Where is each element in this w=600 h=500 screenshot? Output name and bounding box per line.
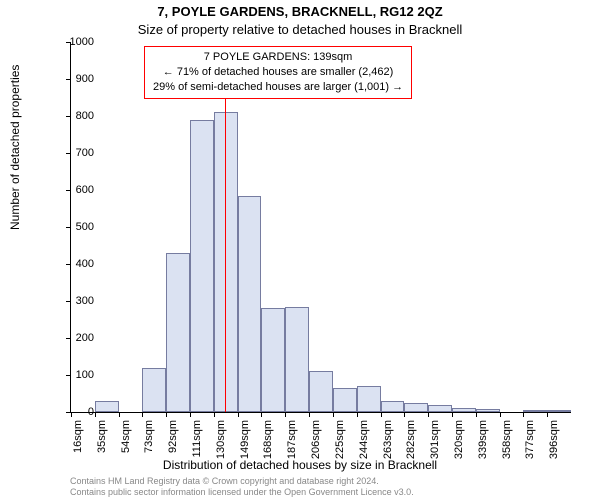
ytick-label: 100 [54,369,94,381]
ytick-label: 700 [54,147,94,159]
chart-title-main: 7, POYLE GARDENS, BRACKNELL, RG12 2QZ [0,4,600,19]
xtick-label: 320sqm [453,420,465,464]
xtick-label: 282sqm [405,420,417,464]
xtick [500,412,501,417]
xtick-label: 54sqm [120,420,132,464]
xtick [309,412,310,417]
annotation-line3: 29% of semi-detached houses are larger (… [153,80,403,95]
histogram-bar [476,409,500,412]
histogram-bar [404,403,428,412]
xtick [142,412,143,417]
xtick [476,412,477,417]
histogram-bar [261,308,285,412]
annotation-line2: ← 71% of detached houses are smaller (2,… [153,65,403,80]
y-axis-label: Number of detached properties [8,65,22,230]
histogram-bar [428,405,452,412]
xtick [523,412,524,417]
ytick-label: 900 [54,73,94,85]
xtick [357,412,358,417]
xtick-label: 35sqm [96,420,108,464]
histogram-bar [523,410,547,412]
xtick-label: 244sqm [358,420,370,464]
chart-title-sub: Size of property relative to detached ho… [0,22,600,37]
histogram-bar [309,371,333,412]
xtick-label: 111sqm [191,420,203,464]
xtick [190,412,191,417]
annotation-box: 7 POYLE GARDENS: 139sqm ← 71% of detache… [144,46,412,99]
xtick [333,412,334,417]
xtick [381,412,382,417]
xtick [547,412,548,417]
histogram-bar [381,401,405,412]
xtick [261,412,262,417]
xtick-label: 377sqm [524,420,536,464]
histogram-bar [238,196,262,412]
xtick-label: 263sqm [382,420,394,464]
xtick-label: 206sqm [310,420,322,464]
xtick [285,412,286,417]
ytick-label: 1000 [54,36,94,48]
histogram-chart: 7, POYLE GARDENS, BRACKNELL, RG12 2QZ Si… [0,0,600,500]
xtick-label: 358sqm [501,420,513,464]
xtick-label: 149sqm [239,420,251,464]
histogram-bar [190,120,214,412]
ytick-label: 200 [54,332,94,344]
xtick [238,412,239,417]
xtick-label: 73sqm [143,420,155,464]
xtick-label: 339sqm [477,420,489,464]
histogram-bar [285,307,309,412]
footer-text: Contains HM Land Registry data © Crown c… [70,476,414,498]
xtick-label: 396sqm [548,420,560,464]
xtick [95,412,96,417]
ytick-label: 800 [54,110,94,122]
xtick-label: 130sqm [215,420,227,464]
ytick-label: 500 [54,221,94,233]
xtick-label: 301sqm [429,420,441,464]
histogram-bar [142,368,166,412]
histogram-bar [95,401,119,412]
plot-area: 7 POYLE GARDENS: 139sqm ← 71% of detache… [70,42,571,413]
histogram-bar [333,388,357,412]
histogram-bar [166,253,190,412]
footer-line1: Contains HM Land Registry data © Crown c… [70,476,414,487]
xtick [452,412,453,417]
xtick-label: 16sqm [72,420,84,464]
histogram-bar [452,408,476,412]
footer-line2: Contains public sector information licen… [70,487,414,498]
xtick [214,412,215,417]
xtick [404,412,405,417]
xtick-label: 225sqm [334,420,346,464]
histogram-bar [547,410,571,412]
ytick-label: 300 [54,295,94,307]
ytick-label: 400 [54,258,94,270]
ytick-label: 600 [54,184,94,196]
xtick [428,412,429,417]
xtick [166,412,167,417]
xtick-label: 187sqm [286,420,298,464]
ytick-label: 0 [54,406,94,418]
histogram-bar [357,386,381,412]
xtick-label: 92sqm [167,420,179,464]
marker-line [225,46,226,412]
xtick-label: 168sqm [262,420,274,464]
annotation-line1: 7 POYLE GARDENS: 139sqm [153,50,403,65]
xtick [119,412,120,417]
